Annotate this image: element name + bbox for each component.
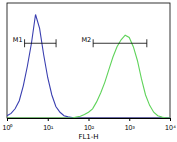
gate-bar [25, 43, 56, 44]
x-tick-label: 10³ [125, 124, 136, 131]
x-tick: 10⁰ [3, 118, 14, 131]
x-tick: 10⁴ [165, 118, 176, 131]
gate-label: M2 [81, 36, 91, 44]
x-tick-mark [170, 118, 171, 121]
x-tick-label: 10² [84, 124, 95, 131]
chart: 10⁰ 10¹ 10² 10³ 10⁴ FL1-H M1 M2 [0, 0, 177, 142]
gate-bar [93, 43, 147, 44]
x-tick: 10¹ [43, 118, 54, 131]
histogram-line [7, 35, 170, 118]
histogram-line [7, 15, 170, 119]
gate-label: M1 [13, 36, 23, 44]
x-axis-line [8, 119, 171, 122]
x-axis-title: FL1-H [78, 133, 98, 141]
x-tick-mark [7, 118, 8, 121]
x-tick: 10³ [125, 118, 136, 131]
x-tick-mark [89, 118, 90, 121]
gate-end [146, 39, 147, 47]
x-axis: 10⁰ 10¹ 10² 10³ 10⁴ [3, 118, 176, 131]
x-tick-label: 10¹ [43, 124, 54, 131]
gate-end [24, 39, 25, 47]
gate: M2 [81, 36, 146, 47]
gate-end [56, 39, 57, 47]
x-tick-label: 10⁴ [165, 124, 176, 131]
gate: M1 [13, 36, 56, 47]
plot-area [7, 15, 170, 119]
gate-end [93, 39, 94, 47]
x-tick-mark [129, 118, 130, 121]
plot-frame [7, 3, 170, 118]
x-tick-label: 10⁰ [3, 124, 14, 131]
x-tick-mark [48, 118, 49, 121]
x-tick: 10² [84, 118, 95, 131]
